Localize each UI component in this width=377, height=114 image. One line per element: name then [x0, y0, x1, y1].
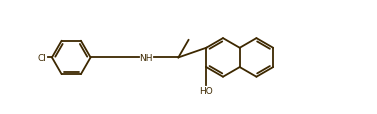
- Text: NH: NH: [139, 53, 153, 62]
- Text: Cl: Cl: [38, 53, 46, 62]
- Text: HO: HO: [199, 87, 213, 96]
